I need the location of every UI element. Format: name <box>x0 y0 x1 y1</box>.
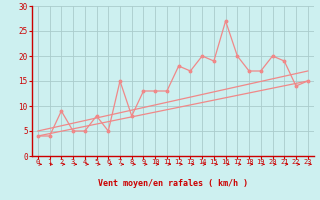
X-axis label: Vent moyen/en rafales ( km/h ): Vent moyen/en rafales ( km/h ) <box>98 179 248 188</box>
